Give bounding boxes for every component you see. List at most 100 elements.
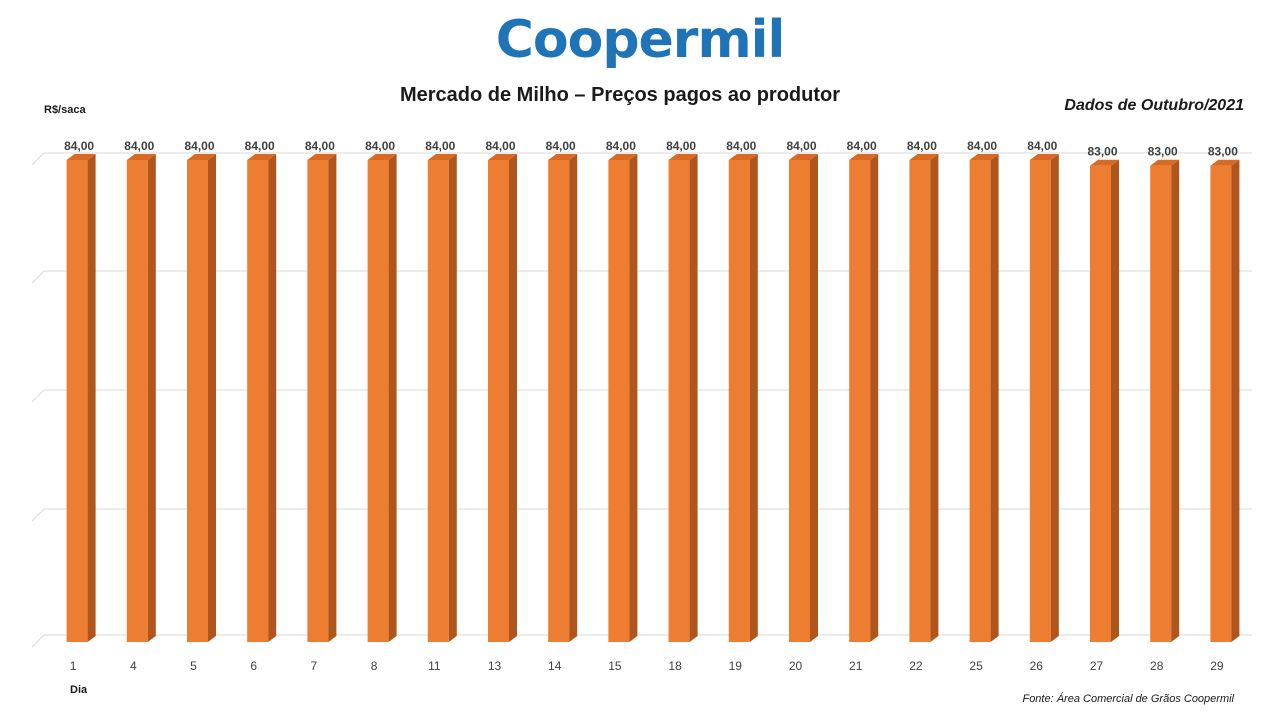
- x-tick-label: 21: [849, 659, 863, 673]
- x-tick-label: 11: [428, 659, 441, 673]
- bar: [728, 160, 750, 642]
- data-label: 83,00: [1148, 145, 1178, 159]
- bar-top: [1090, 159, 1119, 166]
- chart-subtitle: Dados de Outubro/2021: [1064, 97, 1244, 114]
- data-label: 84,00: [907, 139, 937, 153]
- data-label: 84,00: [726, 139, 756, 153]
- bar: [66, 160, 88, 642]
- bar: [247, 160, 269, 642]
- data-label: 83,00: [1087, 145, 1117, 159]
- bar-top: [909, 154, 939, 160]
- gridline-diagonal: [31, 389, 45, 403]
- x-axis-label: Dia: [70, 684, 88, 696]
- bar: [1090, 165, 1111, 642]
- bar-side: [689, 154, 698, 642]
- source-note: Fonte: Área Comercial de Grãos Coopermil: [1022, 693, 1234, 705]
- bar-top: [1210, 159, 1240, 166]
- bar-top: [728, 154, 758, 160]
- x-tick-label: 4: [130, 659, 137, 673]
- bar-top: [66, 154, 96, 160]
- x-tick-label: 18: [668, 659, 682, 673]
- x-tick-label: 20: [789, 659, 803, 673]
- x-tick-label: 22: [909, 659, 923, 673]
- x-tick-label: 27: [1090, 659, 1104, 673]
- bar-side: [268, 154, 277, 642]
- bar: [488, 160, 509, 642]
- data-label: 84,00: [305, 139, 335, 153]
- company-logo: Coopermil: [495, 10, 786, 70]
- bar: [668, 160, 690, 642]
- bar-top: [668, 154, 698, 160]
- bar: [548, 160, 570, 642]
- data-label: 84,00: [546, 139, 576, 153]
- bar-top: [247, 154, 277, 160]
- data-label: 84,00: [847, 139, 877, 153]
- bar-side: [1231, 159, 1240, 642]
- bar: [126, 160, 148, 642]
- data-label: 84,00: [365, 139, 395, 153]
- bar-side: [147, 154, 156, 642]
- data-label: 84,00: [606, 139, 636, 153]
- bar-top: [367, 154, 397, 160]
- bar-side: [810, 154, 818, 642]
- x-tick-label: 28: [1150, 659, 1164, 673]
- bar-top: [126, 154, 156, 160]
- x-tick-label: 19: [729, 659, 743, 673]
- bar: [427, 160, 449, 642]
- bar-side: [87, 154, 96, 642]
- bar-side: [509, 154, 517, 642]
- chart-title: Mercado de Milho – Preços pagos ao produ…: [399, 84, 841, 106]
- data-label: 84,00: [1027, 139, 1057, 153]
- bar-side: [208, 154, 216, 642]
- x-tick-label: 5: [190, 659, 197, 673]
- bar-top: [548, 154, 578, 160]
- x-tick-label: 25: [969, 659, 983, 673]
- x-tick-label: 8: [371, 659, 378, 673]
- x-tick-label: 26: [1030, 659, 1044, 673]
- data-label: 84,00: [245, 139, 275, 153]
- bar: [1150, 165, 1172, 642]
- x-tick-label: 7: [311, 659, 318, 673]
- bar-top: [307, 154, 337, 160]
- bar-side: [569, 154, 578, 642]
- data-label: 83,00: [1208, 145, 1238, 159]
- y-axis-label: R$/saca: [44, 104, 86, 116]
- bar-side: [870, 154, 879, 642]
- x-tick-label: 29: [1210, 659, 1224, 673]
- data-label: 84,00: [124, 139, 154, 153]
- bar: [1210, 165, 1232, 642]
- x-tick-label: 14: [548, 659, 562, 673]
- bar-side: [1111, 159, 1119, 642]
- bar-side: [388, 154, 397, 642]
- x-tick-label: 6: [250, 659, 257, 673]
- bar-top: [789, 154, 818, 160]
- bar-top: [1029, 154, 1059, 160]
- bar: [307, 160, 329, 642]
- bar: [1029, 160, 1051, 642]
- bar-side: [930, 154, 939, 642]
- x-tick-label: 1: [70, 659, 77, 673]
- bar: [608, 160, 630, 642]
- x-tick-label: 15: [608, 659, 622, 673]
- bar: [789, 160, 810, 642]
- data-label: 84,00: [425, 139, 455, 153]
- data-label: 84,00: [184, 139, 214, 153]
- data-label: 84,00: [485, 139, 515, 153]
- x-tick-label: 13: [488, 659, 502, 673]
- gridline-diagonal: [31, 634, 45, 648]
- bar-side: [1171, 159, 1180, 642]
- bar: [969, 160, 991, 642]
- bar: [367, 160, 389, 642]
- bar-top: [1150, 159, 1180, 166]
- bar-top: [427, 154, 457, 160]
- data-label: 84,00: [64, 139, 94, 153]
- gridline-diagonal: [31, 508, 45, 522]
- bar-top: [488, 154, 517, 160]
- data-label: 84,00: [967, 139, 997, 153]
- bar-side: [749, 154, 758, 642]
- bar-side: [990, 154, 999, 642]
- bar-side: [328, 154, 337, 642]
- bar-side: [448, 154, 457, 642]
- bar-top: [849, 154, 879, 160]
